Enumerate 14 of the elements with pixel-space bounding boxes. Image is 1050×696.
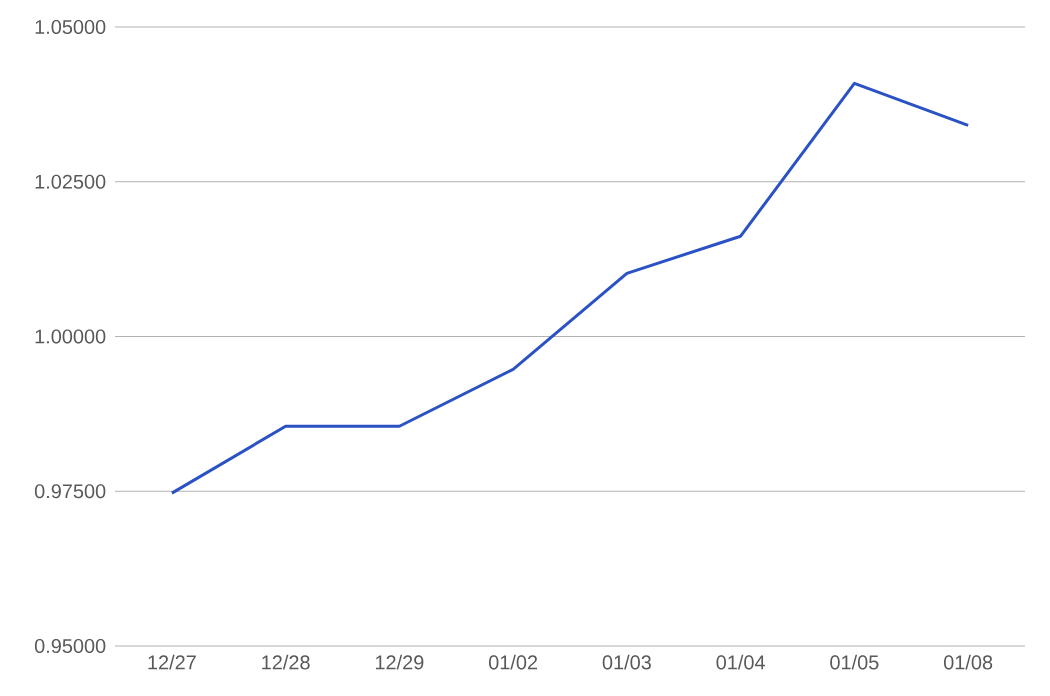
y-tick-label: 0.95000	[34, 638, 106, 654]
y-tick-label: 0.97500	[34, 484, 106, 499]
y-tick-label: 1.00000	[35, 329, 106, 344]
x-tick-label: 01/08	[943, 654, 993, 670]
x-tick-label: 01/05	[830, 654, 879, 670]
x-tick-label: 12/27	[148, 654, 196, 670]
line-series	[170, 81, 970, 495]
x-tick-label: 01/04	[716, 654, 765, 670]
y-tick-label: 1.02500	[35, 174, 106, 189]
x-tick-label: 12/29	[375, 654, 424, 670]
x-tick-label: 01/02	[488, 654, 538, 670]
y-tick-label: 1.05000	[35, 19, 106, 35]
x-tick-label: 12/28	[262, 654, 310, 670]
x-tick-label: 01/03	[602, 654, 651, 670]
